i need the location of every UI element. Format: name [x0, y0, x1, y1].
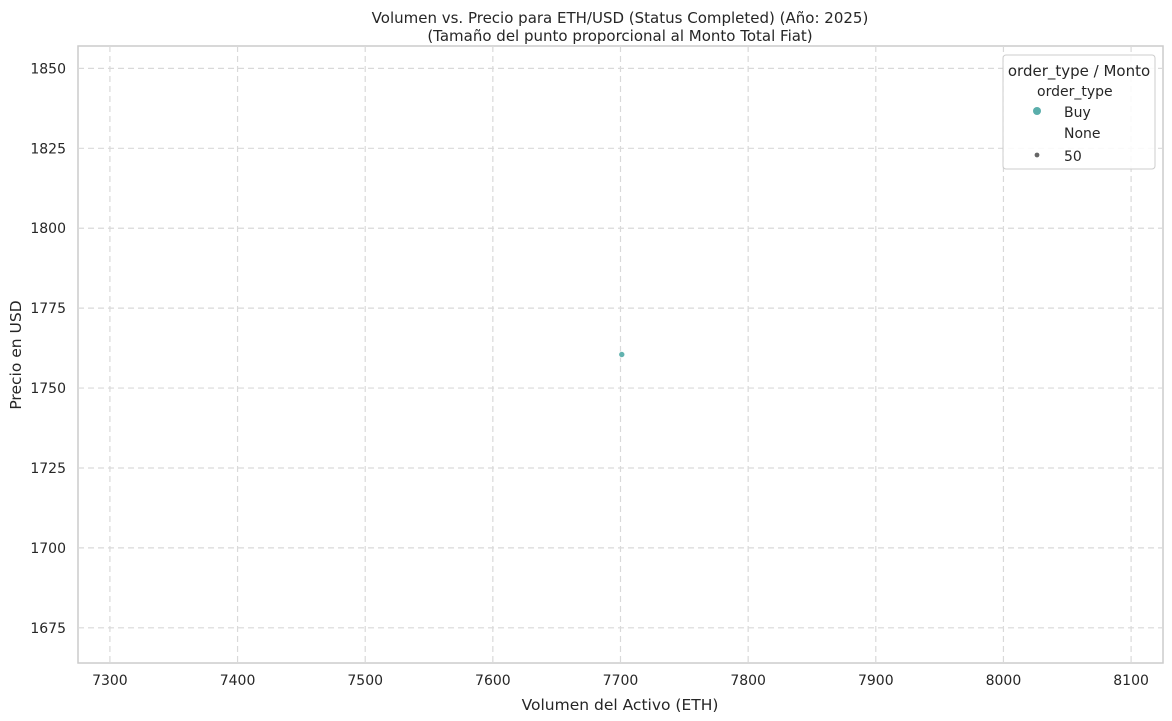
legend-buy-marker [1033, 107, 1041, 115]
y-tick-label: 1850 [30, 61, 66, 77]
legend-title: order_type / Monto [1008, 62, 1150, 81]
grid [78, 46, 1163, 663]
x-tick-label: 7800 [730, 673, 766, 689]
chart-title: Volumen vs. Precio para ETH/USD (Status … [372, 9, 869, 27]
y-tick-label: 1700 [30, 541, 66, 557]
y-tick-label: 1825 [30, 141, 66, 157]
x-axis-ticks: 7300 7400 7500 7600 7700 7800 7900 8000 8100 [92, 673, 1149, 689]
x-tick-label: 8000 [986, 673, 1022, 689]
x-tick-label: 8100 [1113, 673, 1149, 689]
data-point [618, 351, 626, 358]
y-tick-label: 1750 [30, 381, 66, 397]
legend-box [1002, 54, 1156, 170]
y-tick-label: 1775 [30, 301, 66, 317]
x-tick-label: 7600 [475, 673, 511, 689]
x-axis-label: Volumen del Activo (ETH) [522, 696, 719, 714]
y-tick-label: 1725 [30, 461, 66, 477]
legend-size-marker [1034, 152, 1040, 158]
legend-size-heading: None [1064, 126, 1101, 142]
y-tick-label: 1675 [30, 621, 66, 637]
legend-buy-label: Buy [1064, 105, 1091, 121]
x-tick-label: 7900 [858, 673, 894, 689]
legend-hue-heading: order_type [1037, 84, 1113, 100]
x-tick-label: 7500 [347, 673, 383, 689]
legend: order_type / Monto order_type Buy None 5… [1002, 54, 1156, 170]
y-tick-label: 1800 [30, 221, 66, 237]
y-axis-ticks: 1675 1700 1725 1750 1775 1800 1825 1850 [30, 61, 66, 636]
x-tick-label: 7400 [220, 673, 256, 689]
x-tick-label: 7300 [92, 673, 128, 689]
data-points [618, 351, 626, 358]
chart-subtitle: (Tamaño del punto proporcional al Monto … [427, 27, 812, 45]
y-axis-label: Precio en USD [7, 300, 25, 409]
x-tick-label: 7700 [603, 673, 639, 689]
legend-size-label: 50 [1064, 149, 1082, 165]
